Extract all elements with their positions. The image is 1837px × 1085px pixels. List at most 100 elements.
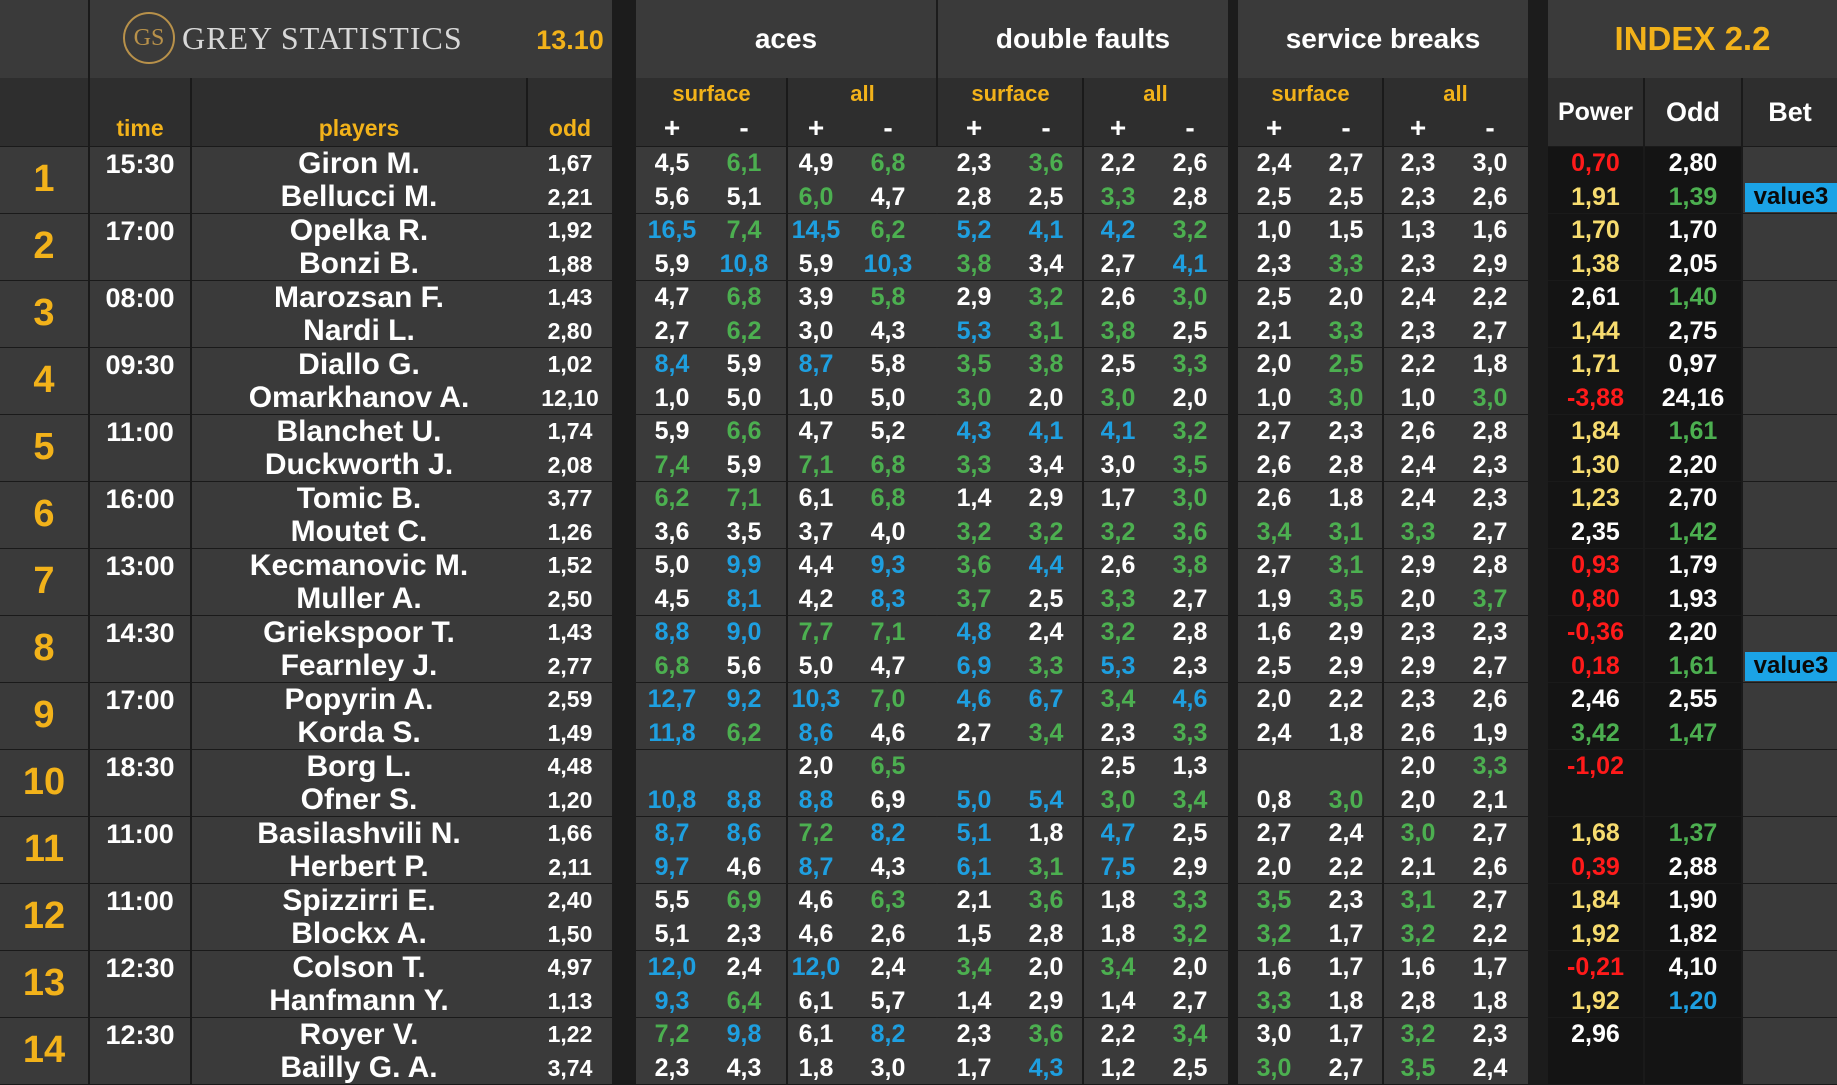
player-odd: 3,77 bbox=[528, 482, 612, 516]
stat-value: 6,8 bbox=[852, 482, 924, 516]
power-value: -1,02 bbox=[1548, 750, 1643, 784]
stat-value: 1,8 bbox=[1454, 348, 1526, 382]
date-label: 13.10 bbox=[530, 18, 610, 62]
stat-value: 3,5 bbox=[1238, 884, 1310, 918]
stat-value: 2,5 bbox=[1310, 348, 1382, 382]
stat-value: 1,6 bbox=[1238, 951, 1310, 985]
stat-value: 1,5 bbox=[938, 918, 1010, 952]
stat-value: 2,9 bbox=[1010, 985, 1082, 1019]
stat-value: 3,8 bbox=[938, 248, 1010, 282]
gs-logo-icon: GS bbox=[123, 12, 175, 64]
stat-value: 3,1 bbox=[1010, 851, 1082, 885]
stat-value: 3,0 bbox=[1154, 482, 1226, 516]
logo-text: GS bbox=[134, 25, 165, 52]
stat-value: 1,5 bbox=[1310, 214, 1382, 248]
player-odd: 1,74 bbox=[528, 415, 612, 449]
match-time: 11:00 bbox=[90, 884, 190, 950]
stat-value: 3,3 bbox=[1082, 583, 1154, 617]
player-name: Blanchet U. bbox=[192, 415, 526, 449]
stat-value: 2,3 bbox=[938, 147, 1010, 181]
bet-bg bbox=[1743, 951, 1837, 1017]
stat-value: 2,9 bbox=[1310, 616, 1382, 650]
stat-value: 4,6 bbox=[938, 683, 1010, 717]
stat-value: 5,9 bbox=[708, 449, 780, 483]
group-double-faults: double faults bbox=[938, 0, 1228, 78]
stat-value: 2,5 bbox=[1154, 315, 1226, 349]
power-value: 2,61 bbox=[1548, 281, 1643, 315]
power-value: 2,35 bbox=[1548, 516, 1643, 550]
stat-value: 2,1 bbox=[1238, 315, 1310, 349]
player-name: Duckworth J. bbox=[192, 449, 526, 483]
stat-value: 7,1 bbox=[780, 449, 852, 483]
match-number: 5 bbox=[0, 415, 88, 481]
stat-value: 2,7 bbox=[1454, 817, 1526, 851]
stat-value: 2,3 bbox=[1238, 248, 1310, 282]
stat-value: 2,8 bbox=[1310, 449, 1382, 483]
subgroup-surface: surface bbox=[938, 80, 1083, 108]
plus-header: + bbox=[938, 112, 1010, 144]
player-name: Basilashvili N. bbox=[192, 817, 526, 851]
stat-value: 2,2 bbox=[1454, 918, 1526, 952]
stat-value: 3,1 bbox=[1010, 315, 1082, 349]
player-odd: 2,59 bbox=[528, 683, 612, 717]
stat-value: 3,0 bbox=[1082, 449, 1154, 483]
corner-cell bbox=[0, 0, 88, 78]
stat-value: 1,6 bbox=[1454, 214, 1526, 248]
stat-value: 2,9 bbox=[1010, 482, 1082, 516]
stat-value: 2,2 bbox=[1082, 1018, 1154, 1052]
plus-header: + bbox=[1382, 112, 1454, 144]
stat-value: 1,0 bbox=[1238, 382, 1310, 416]
index-odd-value: 0,97 bbox=[1645, 348, 1741, 382]
stat-value: 3,5 bbox=[1154, 449, 1226, 483]
index-odd-value: 24,16 bbox=[1645, 382, 1741, 416]
player-odd: 1,88 bbox=[528, 248, 612, 282]
stat-value: 10,3 bbox=[852, 248, 924, 282]
stat-value: 7,7 bbox=[780, 616, 852, 650]
stat-value: 6,8 bbox=[852, 449, 924, 483]
power-value: 1,92 bbox=[1548, 985, 1643, 1019]
plus-header: + bbox=[780, 112, 852, 144]
stat-value: 7,0 bbox=[852, 683, 924, 717]
stat-value: 3,3 bbox=[938, 449, 1010, 483]
subgroup-all: all bbox=[787, 80, 938, 108]
stat-value: 3,2 bbox=[1154, 214, 1226, 248]
stat-value: 5,9 bbox=[636, 415, 708, 449]
stat-value: 5,0 bbox=[852, 382, 924, 416]
stat-value bbox=[708, 750, 780, 784]
index-title: INDEX 2.2 bbox=[1548, 0, 1837, 78]
stat-value: 1,8 bbox=[1082, 918, 1154, 952]
stat-value: 3,0 bbox=[1382, 817, 1454, 851]
index-odd-value bbox=[1645, 784, 1741, 818]
index-odd-value: 1,61 bbox=[1645, 650, 1741, 684]
stat-value: 9,9 bbox=[708, 549, 780, 583]
stat-value: 2,4 bbox=[1382, 482, 1454, 516]
stat-value: 4,3 bbox=[852, 851, 924, 885]
stat-value: 1,8 bbox=[1310, 482, 1382, 516]
plus-header: + bbox=[636, 112, 708, 144]
col-bet: Bet bbox=[1743, 78, 1837, 146]
stat-value: 6,9 bbox=[708, 884, 780, 918]
stat-value: 9,0 bbox=[708, 616, 780, 650]
player-name: Bellucci M. bbox=[192, 181, 526, 215]
stat-value: 6,1 bbox=[780, 1018, 852, 1052]
stat-value: 4,0 bbox=[852, 516, 924, 550]
bet-badge[interactable]: value3 bbox=[1745, 183, 1837, 213]
index-odd-value: 2,80 bbox=[1645, 147, 1741, 181]
player-name: Muller A. bbox=[192, 583, 526, 617]
stat-value: 3,4 bbox=[1154, 1018, 1226, 1052]
stat-value: 3,2 bbox=[1154, 415, 1226, 449]
stat-value: 1,7 bbox=[1454, 951, 1526, 985]
stat-value: 3,2 bbox=[1010, 281, 1082, 315]
power-value: 0,93 bbox=[1548, 549, 1643, 583]
player-odd: 1,02 bbox=[528, 348, 612, 382]
bet-badge[interactable]: value3 bbox=[1745, 652, 1837, 682]
stat-value: 0,8 bbox=[1238, 784, 1310, 818]
stat-value: 3,6 bbox=[1154, 516, 1226, 550]
stat-value: 2,0 bbox=[1010, 951, 1082, 985]
stat-value: 2,9 bbox=[1310, 650, 1382, 684]
stat-value: 4,5 bbox=[636, 147, 708, 181]
stat-value: 8,8 bbox=[780, 784, 852, 818]
bet-bg bbox=[1743, 884, 1837, 950]
index-odd-value: 2,75 bbox=[1645, 315, 1741, 349]
stat-value: 3,6 bbox=[1010, 1018, 1082, 1052]
